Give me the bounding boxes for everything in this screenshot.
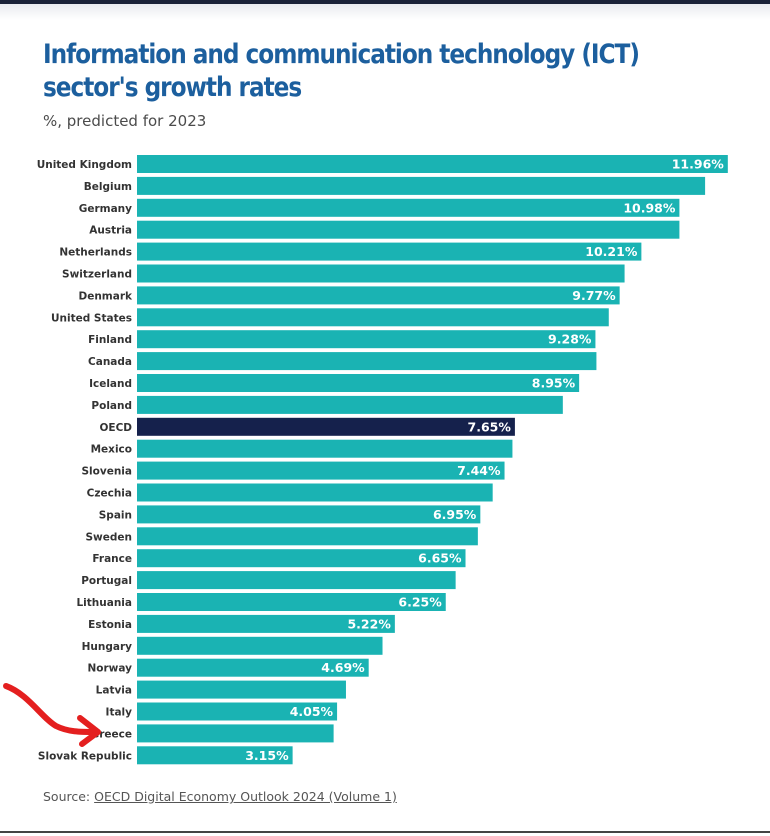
category-label: Slovenia [81,466,132,478]
data-label: 10.21% [585,244,638,259]
bar [137,176,706,195]
data-label: 9.28% [548,332,592,347]
bar [137,352,597,371]
category-label: Canada [88,356,132,368]
bottom-divider [0,831,770,833]
bar [137,264,625,283]
bar [137,658,369,677]
category-label: Latvia [96,685,132,697]
bar [137,680,346,699]
bar [137,702,338,721]
bar [137,155,728,173]
data-label: 6.25% [398,595,442,610]
category-label: Germany [79,203,132,215]
bar [137,461,505,480]
data-label: 6.65% [418,551,462,566]
category-label: Finland [88,334,132,346]
source-link[interactable]: OECD Digital Economy Outlook 2024 (Volum… [94,789,397,804]
category-label: Estonia [88,619,132,631]
bar [137,374,580,392]
category-label: Greece [91,728,132,740]
red-arrow-icon [3,683,101,747]
data-label: 3.15% [245,748,289,763]
chart-subtitle: %, predicted for 2023 [43,112,207,130]
bar [137,395,563,414]
category-label: Mexico [91,444,132,456]
bar [137,746,293,765]
bar [137,636,383,655]
data-label: 6.95% [433,507,477,522]
data-label: 8.95% [532,376,576,391]
bar [137,308,609,327]
bar [137,549,466,568]
source-prefix: Source: [43,789,95,804]
bar [137,220,680,239]
category-label: Hungary [82,641,133,653]
bar [137,593,446,611]
data-label: 4.05% [290,704,334,719]
category-label: Lithuania [76,597,132,609]
bar [137,614,395,633]
category-label: Italy [106,707,133,719]
bar [137,242,642,261]
bar [137,286,620,305]
category-label: Netherlands [59,247,132,259]
data-label: 5.22% [347,616,391,631]
data-label: 9.77% [572,288,616,303]
bar [137,417,515,436]
category-label: Denmark [79,290,134,302]
category-label: Spain [99,509,132,521]
bar [137,571,456,590]
data-label: 10.98% [623,200,676,215]
source-note: Source: OECD Digital Economy Outlook 202… [43,789,397,804]
bar [137,527,478,546]
category-label: Portugal [81,575,132,587]
category-label: France [92,553,132,565]
category-label: Poland [91,400,132,412]
data-label: 11.96% [672,157,725,172]
bar [137,198,680,217]
category-label: Sweden [86,531,133,543]
category-label: United Kingdom [37,159,132,171]
category-label: Austria [89,225,132,237]
data-label: 4.69% [321,660,365,675]
data-label: 7.44% [457,463,501,478]
chart-title: Information and communication technology… [43,39,640,103]
category-label: OECD [99,422,132,434]
bar [137,505,481,524]
bar [137,330,596,349]
category-label: Belgium [84,181,132,193]
bar-chart: United Kingdom 11.96% Belgium Germany 10.98%… [37,155,728,765]
category-label: Switzerland [62,269,132,281]
category-label: Slovak Republic [38,750,132,762]
category-label: Norway [88,663,133,675]
category-label: Iceland [89,378,132,390]
category-label: United States [51,312,132,324]
bar [137,439,513,458]
top-shadow [0,4,770,20]
data-label: 7.65% [468,419,512,434]
top-bar [0,0,770,4]
bar [137,483,493,502]
bar [137,724,334,743]
category-label: Czechia [87,488,132,500]
